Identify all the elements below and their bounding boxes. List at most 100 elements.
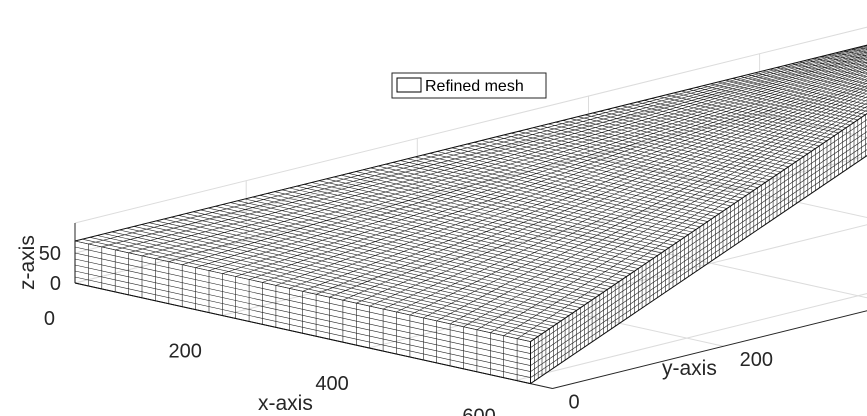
mesh-line xyxy=(407,158,704,225)
mesh-line xyxy=(326,178,662,254)
mesh-line xyxy=(459,145,731,207)
mesh-line xyxy=(385,163,693,233)
mesh-line xyxy=(437,151,720,215)
mesh-line xyxy=(791,63,867,81)
mesh-line xyxy=(530,131,867,360)
mesh-line xyxy=(341,174,670,248)
mesh-line xyxy=(577,116,793,165)
mesh-line xyxy=(97,235,543,335)
mesh-line xyxy=(474,142,739,201)
mesh-line xyxy=(274,191,635,272)
mesh-line xyxy=(89,237,539,337)
mesh-line xyxy=(695,87,855,123)
mesh-line xyxy=(392,162,697,230)
mesh-line xyxy=(658,96,835,136)
mesh-line xyxy=(237,200,616,285)
mesh-line xyxy=(525,129,766,183)
mesh-line xyxy=(178,215,585,306)
legend[interactable]: Refined mesh xyxy=(391,72,547,99)
mesh-line xyxy=(530,137,867,366)
mesh-line xyxy=(74,264,531,366)
mesh-line xyxy=(533,127,770,181)
mesh-line xyxy=(370,167,685,238)
mesh-line xyxy=(193,211,593,301)
mesh-line xyxy=(400,160,700,228)
mesh-line xyxy=(126,227,558,324)
floor-grid-line xyxy=(221,155,867,316)
mesh-line xyxy=(754,72,867,98)
mesh-line xyxy=(784,65,867,85)
mesh-line xyxy=(666,94,839,134)
mesh-line xyxy=(289,187,643,267)
y-tick-label: 0 xyxy=(569,392,580,414)
mesh-line xyxy=(688,89,851,126)
mesh-line xyxy=(799,61,867,78)
floor-grid-line xyxy=(368,224,867,349)
mesh-line xyxy=(703,85,858,121)
mesh-line xyxy=(267,193,631,275)
x-tick-label: 400 xyxy=(315,373,348,395)
y-axis-line xyxy=(552,310,867,389)
mesh-line xyxy=(725,79,867,112)
mesh-line xyxy=(488,138,747,196)
x-tick-label: 0 xyxy=(44,308,55,330)
legend-swatch xyxy=(396,77,422,93)
floor-grid-line xyxy=(417,197,867,299)
mesh-line xyxy=(592,112,801,160)
mesh-line xyxy=(651,98,831,139)
mesh-line xyxy=(363,169,681,241)
mesh-line xyxy=(496,136,751,194)
mesh-line xyxy=(377,165,689,235)
mesh-line xyxy=(82,238,535,340)
z-axis-label: z-axis xyxy=(16,235,39,290)
x-tick-label: 200 xyxy=(169,341,202,363)
mesh-line xyxy=(156,220,573,314)
mesh-line xyxy=(584,114,797,162)
floor-grid-line xyxy=(515,293,867,381)
y-axis-label: y-axis xyxy=(662,357,717,380)
mesh-line xyxy=(296,185,647,264)
mesh-line xyxy=(644,100,828,141)
z-tick-label: 0 xyxy=(50,273,61,295)
mesh-line xyxy=(673,92,843,131)
mesh-line xyxy=(710,83,862,118)
mesh-line xyxy=(821,56,867,67)
mesh-line xyxy=(747,74,867,102)
mesh-line xyxy=(74,258,531,360)
mesh-line xyxy=(511,132,758,188)
mesh-line xyxy=(141,224,566,319)
mesh-line xyxy=(732,78,867,109)
mesh-line xyxy=(828,54,867,64)
mesh-line xyxy=(540,125,774,178)
floor-grid-line xyxy=(759,113,867,138)
mesh-line xyxy=(806,59,867,74)
mesh-edge xyxy=(530,155,867,385)
mesh-line xyxy=(119,229,554,327)
mesh-line xyxy=(148,222,570,316)
mesh-line xyxy=(230,202,612,288)
mesh-line xyxy=(503,134,754,191)
mesh-line xyxy=(717,81,866,115)
mesh-line xyxy=(614,107,812,152)
mesh-line xyxy=(777,67,867,88)
mesh-line xyxy=(74,270,531,372)
mesh-line xyxy=(163,218,577,311)
mesh-edge xyxy=(74,282,531,385)
mesh-line xyxy=(518,131,762,186)
mesh-line xyxy=(621,105,816,149)
mesh-line xyxy=(111,231,550,329)
mesh-line xyxy=(762,70,867,95)
mesh-line xyxy=(444,149,724,212)
mesh-line xyxy=(555,121,781,173)
mesh-line xyxy=(843,50,867,57)
mesh-line xyxy=(414,156,708,222)
mesh-edge xyxy=(74,44,867,242)
mesh-line xyxy=(104,233,546,332)
mesh-line xyxy=(530,125,867,354)
mesh-line xyxy=(222,204,608,290)
y-tick-label: 200 xyxy=(740,349,773,371)
mesh-line xyxy=(134,226,562,322)
mesh-line xyxy=(311,182,654,259)
mesh-line xyxy=(570,118,789,168)
mesh-line xyxy=(681,90,847,128)
